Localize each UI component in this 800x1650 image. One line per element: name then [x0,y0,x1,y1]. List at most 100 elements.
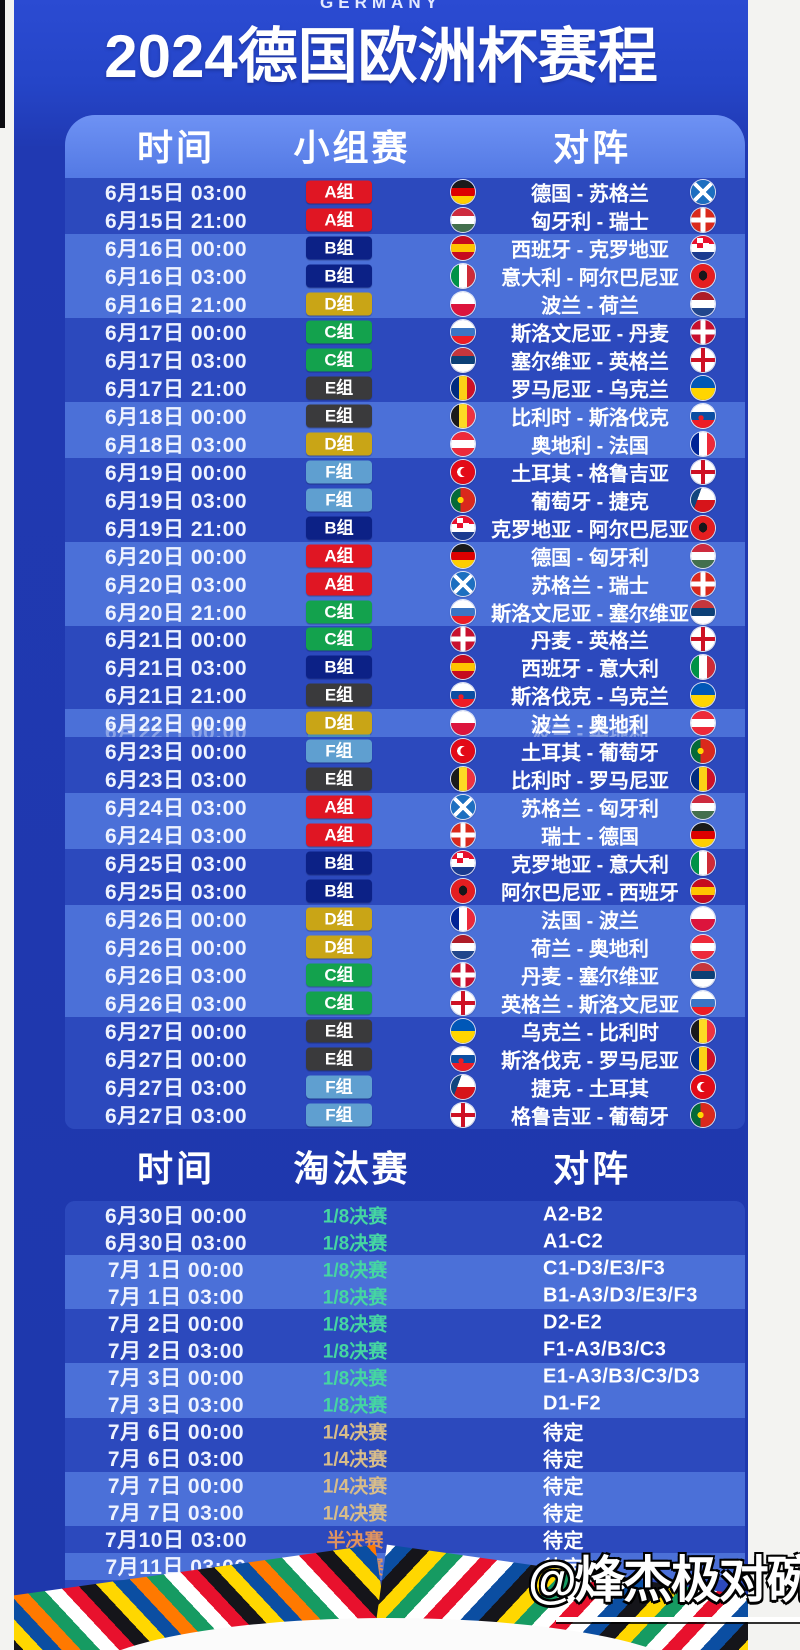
group-stage-rows: 6月15日 03:00 A组 德国 - 苏格兰 6月15日 21:00 A组 匈牙利 - … [65,178,745,1129]
flag-icon-france [691,431,715,456]
matchup-text: 斯洛伐克 - 乌克兰 [511,686,669,709]
matchup-text: 苏格兰 - 匈牙利 [521,798,659,821]
matchup-text: 匈牙利 - 瑞士 [531,211,649,234]
knockout-matchup-text: 待定 [543,1422,584,1445]
flag-icon-denmark [451,963,475,988]
knockout-stage-label: 1/8决赛 [322,1395,388,1417]
match-time: 6月23日 03:00 [104,769,248,793]
group-badge: B组 [306,851,372,875]
knockout-matchup-text: D1-F2 [543,1392,602,1415]
matchup-text: 德国 - 匈牙利 [531,547,649,570]
flag-icon-spain [451,235,475,260]
group-badge: D组 [306,432,372,456]
match-time: 6月26日 00:00 [104,909,248,933]
group-match-row: 6月27日 00:00 E组 斯洛伐克 - 罗马尼亚 [65,1045,745,1073]
group-match-row: 6月22日 00:00 D组 波兰 - 奥地利 [65,709,745,738]
flag-icon-spain [451,655,475,680]
knockout-stage-label: 1/8决赛 [322,1260,388,1282]
flag-icon-switzerland [691,207,715,232]
flag-icon-england [451,991,475,1016]
match-time: 7月 1日 00:00 [107,1258,245,1282]
knockout-matchup-text: 待定 [543,1530,584,1553]
group-badge: E组 [306,404,372,428]
flag-icon-slovenia [451,319,475,344]
match-time: 6月30日 03:00 [104,1231,248,1255]
match-time: 6月16日 03:00 [104,265,248,289]
group-stage-header: 时间 小组赛 对阵 [65,115,745,178]
knockout-matchup-text: F1-A3/B3/C3 [543,1338,667,1361]
knockout-matchup-text: E1-A3/B3/C3/D3 [543,1365,701,1388]
flag-icon-croatia [451,851,475,876]
flag-icon-serbia [691,963,715,988]
matchup-text: 塞尔维亚 - 英格兰 [511,351,669,374]
match-time: 6月21日 03:00 [104,657,248,681]
knockout-header-stage: 淘汰赛 [293,1148,411,1189]
match-time: 6月20日 00:00 [104,545,248,569]
matchup-text: 西班牙 - 意大利 [521,658,659,681]
matchup-text: 斯洛文尼亚 - 塞尔维亚 [491,603,689,626]
group-badge: F组 [306,739,372,763]
match-time: 7月 1日 03:00 [107,1285,245,1309]
flag-icon-denmark [451,627,475,652]
matchup-text: 法国 - 波兰 [541,910,639,933]
flag-icon-romania [691,767,715,792]
group-match-row: 6月20日 03:00 A组 苏格兰 - 瑞士 [65,569,745,598]
group-badge: B组 [306,516,372,540]
flag-icon-belgium [691,1019,715,1044]
match-time: 7月 6日 00:00 [107,1421,245,1445]
flag-icon-germany [691,823,715,848]
knockout-match-row: 7月 3日 00:00 1/8决赛 E1-A3/B3/C3/D3 [65,1363,745,1391]
flag-icon-italy [691,655,715,680]
flag-icon-ukraine [451,1019,475,1044]
knockout-matchup-text: C1-D3/E3/F3 [543,1257,666,1280]
group-badge: D组 [306,935,372,959]
germany-label: GERMANY [320,0,442,12]
poster: GERMANY 2024德国欧洲杯赛程 时间 小组赛 对阵 6月15日 03:0… [14,0,748,1650]
group-header-matchup: 对阵 [552,127,631,168]
knockout-stage-label: 1/4决赛 [322,1422,388,1444]
knockout-matchup-text: 待定 [543,1476,584,1499]
flag-icon-scotland [451,795,475,820]
matchup-text: 斯洛伐克 - 罗马尼亚 [501,1050,679,1073]
flag-icon-portugal [691,739,715,764]
matchup-text: 波兰 - 荷兰 [541,295,639,318]
match-time: 6月17日 03:00 [104,349,248,373]
group-match-row: 6月24日 03:00 A组 苏格兰 - 匈牙利 [65,793,745,822]
knockout-match-row: 7月 7日 00:00 1/4决赛 待定 [65,1471,745,1499]
flag-icon-portugal [451,487,475,512]
group-badge: C组 [306,320,372,344]
flag-icon-italy [691,851,715,876]
matchup-text: 荷兰 - 奥地利 [531,938,649,961]
group-match-row: 6月17日 03:00 C组 塞尔维亚 - 英格兰 [65,345,745,374]
group-match-row: 6月19日 21:00 B组 克罗地亚 - 阿尔巴尼亚 [65,513,745,542]
group-match-row: 6月21日 21:00 E组 斯洛伐克 - 乌克兰 [65,681,745,710]
flag-icon-germany [451,179,475,204]
knockout-match-row: 7月 6日 00:00 1/4决赛 待定 [65,1417,745,1445]
flag-icon-croatia [691,235,715,260]
group-badge: A组 [306,208,372,232]
knockout-matchup-text: B1-A3/D3/E3/F3 [543,1284,698,1307]
group-match-row: 6月16日 21:00 D组 波兰 - 荷兰 [65,289,745,318]
match-time: 6月15日 03:00 [104,181,248,205]
group-match-row: 6月27日 03:00 F组 捷克 - 土耳其 [65,1073,745,1101]
match-time: 6月17日 21:00 [104,377,248,401]
match-time: 6月20日 21:00 [104,601,248,625]
group-match-row: 6月25日 03:00 B组 克罗地亚 - 意大利 [65,849,745,878]
flag-icon-scotland [691,179,715,204]
flag-icon-belgium [451,403,475,428]
group-badge: B组 [306,264,372,288]
group-match-row: 6月20日 00:00 A组 德国 - 匈牙利 [65,541,745,570]
group-match-row: 6月18日 03:00 D组 奥地利 - 法国 [65,429,745,458]
flag-icon-hungary [451,207,475,232]
group-match-row: 6月20日 21:00 C组 斯洛文尼亚 - 塞尔维亚 [65,597,745,626]
match-time: 7月 7日 03:00 [107,1502,245,1526]
flag-icon-turkey [451,739,475,764]
flag-icon-belgium [451,767,475,792]
group-match-row: 6月23日 03:00 E组 比利时 - 罗马尼亚 [65,765,745,794]
knockout-header-time: 时间 [136,1148,215,1189]
match-time: 7月 7日 00:00 [107,1475,245,1499]
group-match-row: 6月15日 21:00 A组 匈牙利 - 瑞士 [65,205,745,234]
flag-icon-denmark [691,319,715,344]
match-time: 6月27日 00:00 [104,1021,248,1045]
match-time: 6月27日 03:00 [104,1076,248,1100]
